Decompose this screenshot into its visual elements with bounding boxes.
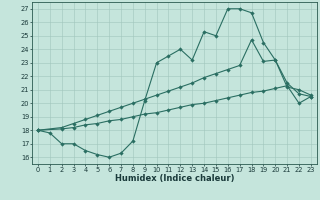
X-axis label: Humidex (Indice chaleur): Humidex (Indice chaleur) (115, 174, 234, 183)
